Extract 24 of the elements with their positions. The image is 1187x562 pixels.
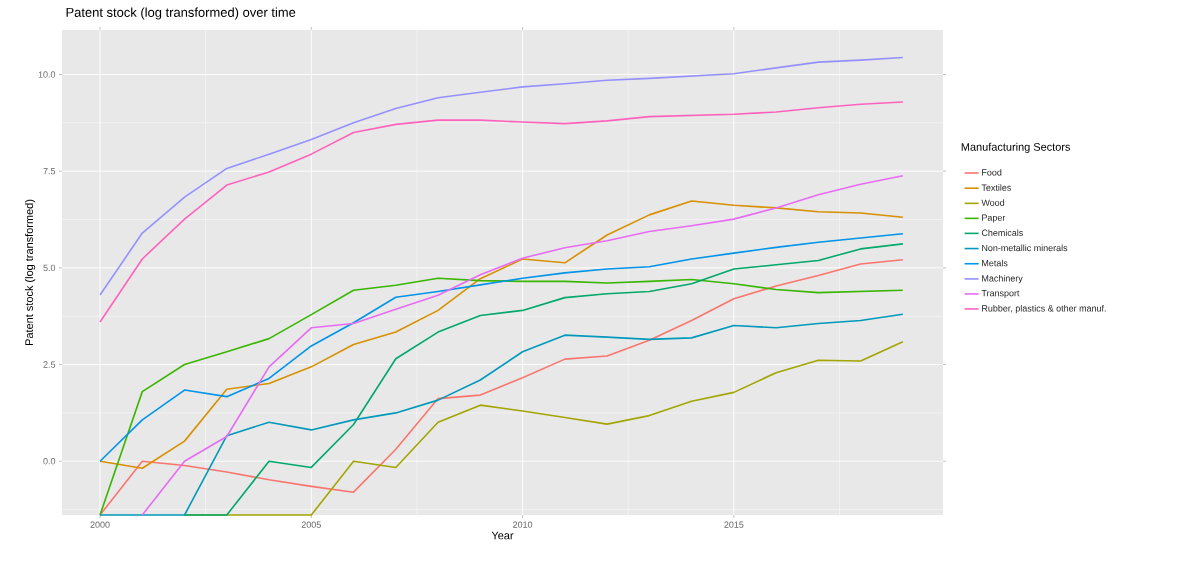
legend-label: Non-metallic minerals	[982, 244, 1068, 252]
legend-label: Textiles	[981, 184, 1011, 191]
x-tick-label: 2000	[90, 521, 110, 528]
legend-label: Wood	[981, 199, 1005, 206]
line-series	[141, 175, 904, 516]
chart-title: Patent stock (log transformed) over time	[66, 7, 296, 20]
x-axis-title: Year	[491, 531, 514, 540]
x-tick-label: 2015	[724, 521, 744, 528]
legend-title: Manufacturing Sectors	[961, 142, 1071, 153]
x-tick-label: 2010	[513, 521, 533, 528]
legend-label: Chemicals	[981, 229, 1023, 236]
y-tick-label: 7.5	[43, 168, 56, 175]
y-axis-title: Patent stock (log transformed)	[24, 199, 36, 345]
y-tick-label: 2.5	[43, 361, 56, 368]
y-tick-label: 5.0	[43, 264, 56, 272]
legend-label: Transport	[981, 290, 1020, 299]
y-tick-label: 0.0	[43, 458, 56, 465]
legend-label: Rubber, plastics & other manuf.	[982, 304, 1106, 314]
legend-label: Machinery	[982, 274, 1023, 284]
x-tick-label: 2005	[301, 521, 321, 528]
legend-label: Metals	[982, 259, 1008, 267]
y-tick-label: 10.0	[38, 71, 56, 78]
legend-label: Food	[982, 169, 1002, 176]
legend-label: Paper	[982, 214, 1006, 223]
